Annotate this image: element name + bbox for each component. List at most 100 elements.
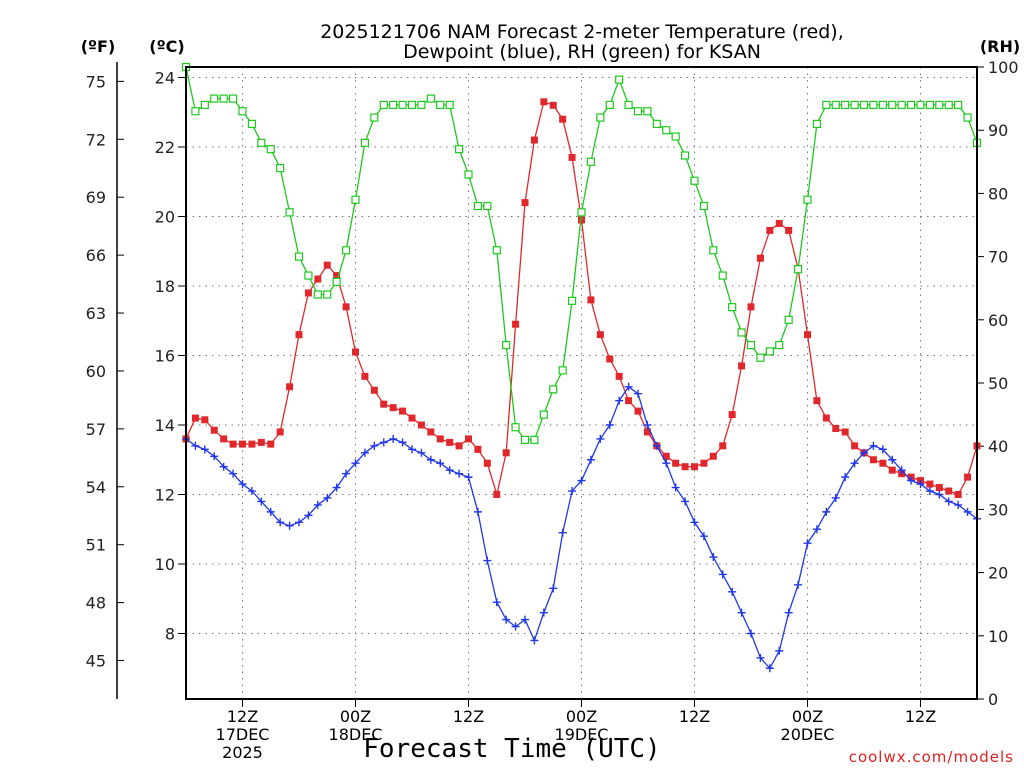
celsius-tick-label: 14 [155,416,175,435]
rh-point [756,353,765,362]
dewpoint-point [577,476,586,485]
dewpoint-point [483,556,492,565]
rh-tick-label: 30 [988,500,1008,519]
dewpoint-point [549,584,558,593]
rh-point [511,423,520,432]
dewpoint-point [596,434,605,443]
dewpoint-point [803,539,812,548]
temperature-point [775,219,783,227]
temperature-point [643,428,651,436]
temperature-point [295,331,303,339]
rh-point [633,107,643,116]
dewpoint-point [455,469,464,478]
rh-point [200,100,209,110]
temperature-point [436,435,444,443]
temperature-point [578,216,585,224]
dewpoint-point [634,389,642,398]
temperature-point [935,484,943,492]
rh-point [577,208,586,217]
temperature-point [568,153,576,161]
celsius-tick-label: 12 [155,486,175,505]
dewpoint-point [313,500,322,509]
dewpoint-point [210,452,219,461]
temperature-point [210,426,218,434]
dewpoint-point [492,598,501,607]
rh-tick-label: 70 [988,248,1008,267]
temperature-point [267,440,275,448]
temperature-point [502,449,510,457]
dewpoint-point [869,441,878,450]
rh-point [643,107,652,116]
temperature-point [719,442,727,450]
rh-tick-label: 10 [988,627,1008,646]
temperature-point [756,254,764,262]
fahrenheit-tick-label: 66 [86,246,106,265]
temperature-point [813,397,821,405]
temperature-point [446,438,454,446]
dewpoint-point [238,480,247,489]
dewpoint-point [907,476,916,485]
dewpoint-point [285,521,294,530]
temperature-point [483,459,491,467]
dewpoint-point [568,487,577,496]
time-tick-label: 18DEC [329,725,383,744]
rh-point [502,340,511,350]
rh-point [473,201,483,211]
dewpoint-point [323,493,332,502]
dewpoint-point [360,448,369,457]
dewpoint-point [812,525,821,534]
rh-point [812,119,822,128]
temperature-point [333,272,341,280]
temperature-point [427,428,435,436]
temperature-point [832,424,840,432]
rh-point [238,107,247,116]
dewpoint-point [219,462,228,471]
temperature-point [926,480,934,488]
rh-point [454,145,464,154]
dewpoint-point [473,507,482,516]
time-tick-label: 2025 [222,743,263,762]
rh-point [878,100,887,110]
time-tick-label: 20DEC [781,725,835,744]
temperature-point [314,275,322,283]
rh-tick-label: 50 [988,374,1008,393]
temperature-point [879,459,887,467]
temperature-point [323,261,331,269]
rh-point [332,277,341,286]
rh-point [492,246,501,255]
temperature-point [851,442,859,450]
rh-point [662,126,671,135]
rh-point [935,100,944,110]
temperature-point [530,136,538,144]
fahrenheit-tick-label: 60 [86,362,106,381]
rh-tick-label: 40 [988,437,1008,456]
dewpoint-point [464,473,473,482]
rh-tick-label: 80 [988,184,1008,203]
series-layer [181,62,982,673]
rh-point [539,410,548,419]
fahrenheit-tick-label: 45 [86,652,106,671]
dewpoint-point [615,396,624,405]
time-tick-label: 17DEC [216,725,270,744]
rh-point [944,100,953,110]
dewpoint-point [605,421,614,429]
dewpoint-point [200,445,209,454]
dewpoint-point [436,459,445,468]
chart-title: 2025121706 NAM Forecast 2-meter Temperat… [320,21,844,63]
rh-point [436,100,445,110]
rh-point [596,113,605,122]
temperature-point [738,362,746,370]
site-credit: coolwx.com/models [849,748,1014,766]
temperature-point [417,421,425,429]
time-tick-label: 12Z [227,707,258,726]
temperature-point [389,404,397,412]
rh-point [728,303,737,312]
rh-point [370,113,379,122]
time-tick-label: 12Z [679,707,710,726]
dewpoint-point [370,441,379,450]
temperature-point [747,303,755,311]
temperature-point [869,456,877,464]
